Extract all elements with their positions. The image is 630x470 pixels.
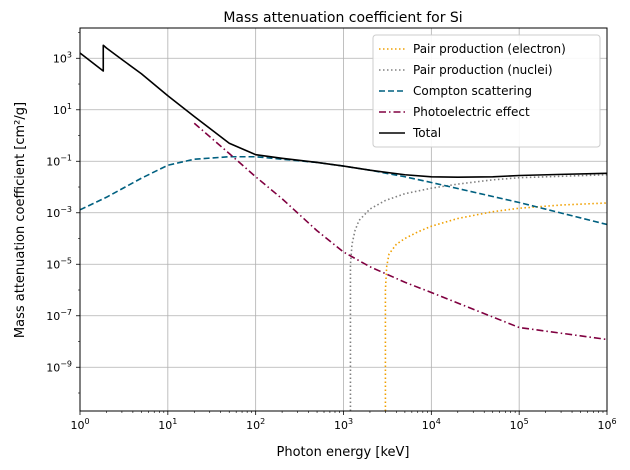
- y-tick-label: 101: [53, 102, 72, 117]
- grid: [79, 28, 608, 411]
- series-line-compton-scattering: [80, 155, 607, 226]
- y-tick-label: 103: [53, 50, 72, 65]
- y-axis-ticks: 10−9 10−7 10−5 10−3 10−1 101 103: [46, 32, 80, 394]
- series-line-total: [80, 44, 607, 179]
- plot-area: [80, 44, 607, 411]
- y-tick-label: 10−7: [46, 308, 72, 323]
- legend-box: [372, 34, 601, 148]
- chart-title: Mass attenuation coefficient for Si: [223, 10, 462, 26]
- series-line-pair-production-nuclei: [349, 173, 607, 411]
- y-tick-label: 10−5: [46, 256, 72, 271]
- y-tick-label: 10−3: [46, 205, 72, 220]
- x-tick-label: 104: [422, 417, 441, 432]
- x-tick-label: 103: [334, 417, 353, 432]
- y-tick-label: 10−1: [46, 153, 72, 168]
- series-line-pair-production-electron: [384, 202, 607, 411]
- x-tick-label: 106: [597, 417, 616, 432]
- legend-entry-label: Compton scattering: [413, 84, 532, 98]
- series-line-photoelectric-effect: [193, 122, 607, 341]
- x-tick-label: 102: [246, 417, 265, 432]
- y-tick-label: 10−9: [46, 359, 72, 374]
- x-axis-ticks: 100 101 102 103 104 105 106: [70, 411, 617, 432]
- legend-entry-label: Pair production (electron): [413, 42, 566, 56]
- x-tick-label: 105: [510, 417, 529, 432]
- x-tick-label: 101: [158, 417, 177, 432]
- y-axis-label: Mass attenuation coefficient [cm²/g]: [13, 102, 28, 338]
- x-tick-label: 100: [70, 417, 89, 432]
- legend-entry-label: Photoelectric effect: [413, 105, 530, 119]
- x-axis-label: Photon energy [keV]: [277, 445, 410, 460]
- legend-entry-label: Total: [412, 126, 441, 140]
- legend: Pair production (electron) Pair productio…: [372, 34, 601, 148]
- legend-entry-label: Pair production (nuclei): [413, 63, 553, 77]
